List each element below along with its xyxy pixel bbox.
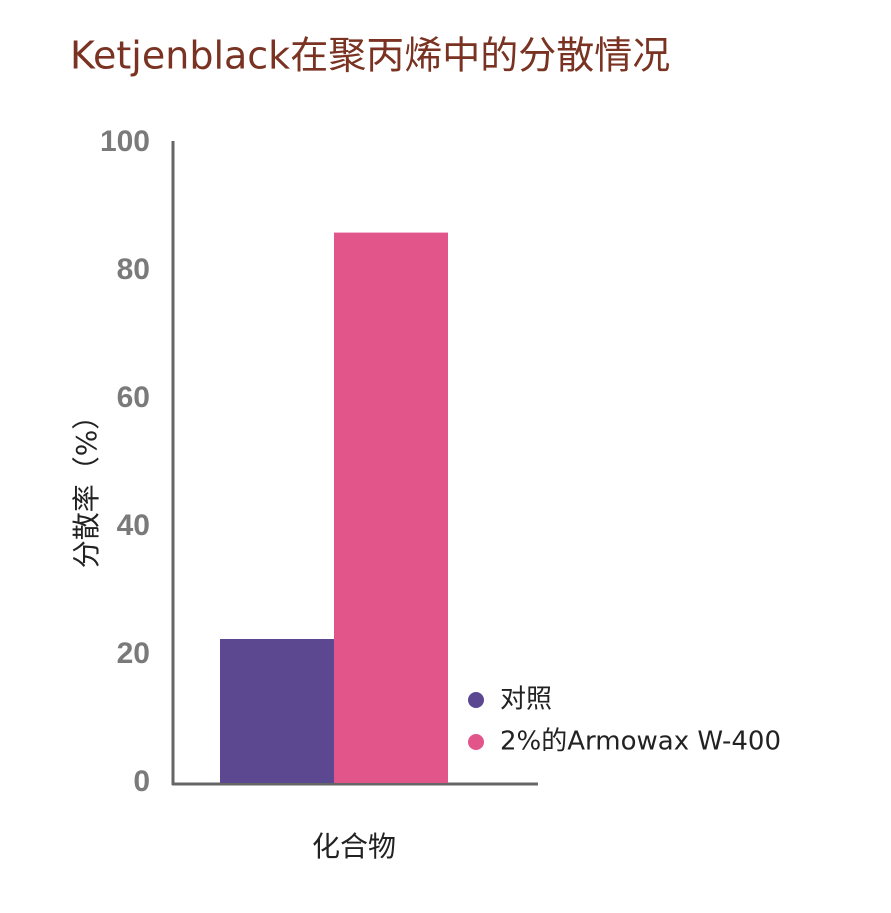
y-tick-label: 20 xyxy=(117,637,150,670)
y-tick-label: 100 xyxy=(100,125,150,158)
y-tick-label: 40 xyxy=(117,509,150,542)
y-tick-label: 0 xyxy=(133,765,150,798)
legend-marker xyxy=(468,692,484,708)
chart-title: Ketjenblack在聚丙烯中的分散情况 xyxy=(70,34,670,78)
legend-label: 对照 xyxy=(500,685,552,715)
bar xyxy=(220,639,334,783)
y-tick-label: 60 xyxy=(117,381,150,414)
legend-marker xyxy=(468,734,484,750)
y-tick-label: 80 xyxy=(117,253,150,286)
bar xyxy=(334,232,448,784)
y-axis-label: 分散率（%） xyxy=(70,402,103,569)
x-tick-label: 化合物 xyxy=(312,830,396,863)
legend-label: 2%的Armowax W-400 xyxy=(500,727,781,757)
